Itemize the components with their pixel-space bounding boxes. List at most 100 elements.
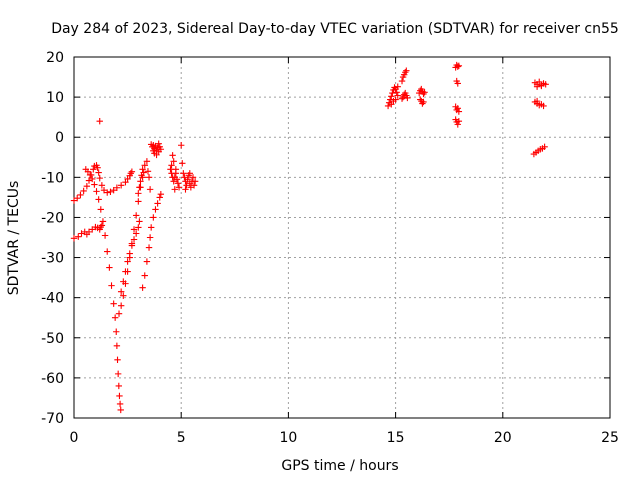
data-point-cluster-5.3h [187, 184, 195, 191]
data-point-cluster-15.4h [398, 77, 406, 85]
data-point-cluster-16.3h [420, 98, 427, 106]
data-point-cluster-4.6h [170, 158, 177, 165]
data-point-cluster-14.8h [384, 102, 392, 110]
data-point-dip-deep [108, 282, 115, 289]
data-point-recovery-2 [126, 250, 133, 257]
x-axis-label: GPS time / hours [281, 458, 398, 474]
data-point-arc-upper-left [128, 168, 136, 175]
data-point-recovery-1 [130, 226, 138, 233]
data-point-dip-deep [89, 175, 96, 183]
data-point-dip-deep [113, 342, 121, 349]
data-point-dip-deep [97, 206, 104, 213]
data-point-cluster-5.3h [180, 170, 187, 177]
data-point-arc-upper-left [110, 186, 117, 194]
data-point-arc-upper-left [104, 189, 111, 196]
data-point-recovery-2 [120, 278, 127, 285]
y-axis-label: SDTVAR / TECUs [6, 181, 22, 296]
data-point-dip-deep [101, 232, 109, 239]
data-point-recovery-1 [135, 198, 142, 205]
data-point-recovery-3 [139, 284, 146, 291]
data-point-recovery-3 [154, 200, 161, 207]
data-point-recovery-2 [124, 258, 131, 265]
data-point-arc-upper-left [74, 194, 81, 202]
data-point-cluster-5.3h [186, 170, 193, 177]
data-point-cluster-4.6h [168, 162, 175, 169]
data-point-cluster-14.8h [389, 89, 396, 97]
data-point-recovery-1 [117, 302, 125, 309]
data-point-cluster-3h [139, 166, 146, 173]
data-point-cluster-5.3h [183, 182, 190, 189]
data-point-cluster-14.8h [394, 83, 401, 90]
data-point-arc-upper-left [83, 182, 91, 190]
x-tick-label: 20 [494, 430, 512, 446]
data-point-recovery-3 [146, 234, 154, 241]
data-point-arc-upper-left [113, 184, 121, 191]
x-tick-label: 10 [279, 430, 297, 446]
data-point-cluster-3h [135, 190, 142, 197]
data-point-cluster-4.6h [169, 152, 176, 159]
y-tick-label: 10 [46, 90, 64, 106]
data-point-cluster-17.9h [454, 105, 461, 112]
data-point-cluster-17.9h [454, 80, 461, 87]
y-tick-label: -60 [41, 371, 64, 387]
data-point-arc-upper-left [80, 187, 87, 195]
data-point-cluster-16.3h [421, 89, 428, 96]
data-point-cluster-4.6h [174, 180, 182, 187]
data-point-cluster-5.3h [189, 174, 197, 181]
data-point-cluster-14.8h [393, 89, 400, 96]
data-point-dip-deep [111, 314, 119, 321]
data-point-recovery-2 [128, 242, 136, 249]
data-point-cluster-21.5h [533, 97, 541, 105]
data-point-dip-deep [84, 168, 92, 175]
axis-ticks [73, 56, 611, 419]
data-point-arc-lower-left [98, 222, 106, 229]
y-tick-label: -50 [41, 331, 64, 347]
data-point-dip-deep [116, 400, 124, 408]
y-tick-label: 0 [55, 130, 64, 146]
data-point-cluster-14.8h [390, 97, 397, 105]
data-point-cluster-21.5h [536, 78, 543, 86]
data-point-cluster-3h [144, 168, 152, 175]
x-tick-label: 25 [601, 430, 619, 446]
data-point-arc-upper-left [90, 166, 97, 173]
data-point-arc-upper-left [85, 177, 93, 184]
data-point-dip-deep [91, 181, 98, 188]
data-point-cluster-14.8h [387, 96, 394, 103]
data-point-recovery-3 [141, 272, 148, 279]
data-point-dip-deep [114, 370, 122, 378]
y-tick-label: -70 [41, 411, 64, 427]
data-point-dip-deep [117, 406, 124, 414]
data-point-cluster-5.3h [190, 182, 198, 189]
data-point-arc-upper-left [96, 174, 103, 182]
data-point-dip-deep [86, 171, 94, 179]
chart-title: Day 284 of 2023, Sidereal Day-to-day VTE… [51, 21, 619, 37]
data-point-dip-deep [93, 188, 100, 195]
data-point-cluster-21.5h [538, 82, 545, 90]
data-point-recovery-1 [120, 292, 127, 299]
x-tick-label: 15 [387, 430, 405, 446]
data-point-recovery-3 [145, 244, 153, 251]
data-point-cluster-3.8h [153, 151, 160, 159]
data-point-cluster-4.6h [173, 176, 181, 183]
data-point-recovery-2 [132, 230, 140, 237]
data-point-dip-deep [99, 218, 107, 225]
data-point-arc-lower-left [70, 235, 78, 242]
data-point-arc-upper-left [95, 169, 102, 176]
data-point-cluster-17.9h [454, 63, 461, 70]
data-point-recovery-3 [157, 190, 165, 198]
data-point-cluster-16.3h [417, 96, 424, 103]
data-point-dip-deep [95, 196, 102, 203]
data-point-recovery-2 [136, 218, 143, 225]
data-point-cluster-17.9h [455, 62, 463, 70]
data-point-recovery-3 [150, 214, 157, 221]
data-point-cluster-5.3h [178, 142, 185, 149]
data-point-recovery-3 [143, 258, 151, 265]
data-point-cluster-21.5h [542, 81, 549, 88]
data-point-dip-deep [116, 392, 123, 400]
data-point-dip-deep [113, 328, 120, 335]
data-point-cluster-17.9h [455, 117, 463, 125]
data-point-cluster-5.3h [182, 186, 189, 193]
data-point-recovery-1 [132, 212, 140, 219]
data-point-cluster-15.4h [398, 95, 406, 102]
